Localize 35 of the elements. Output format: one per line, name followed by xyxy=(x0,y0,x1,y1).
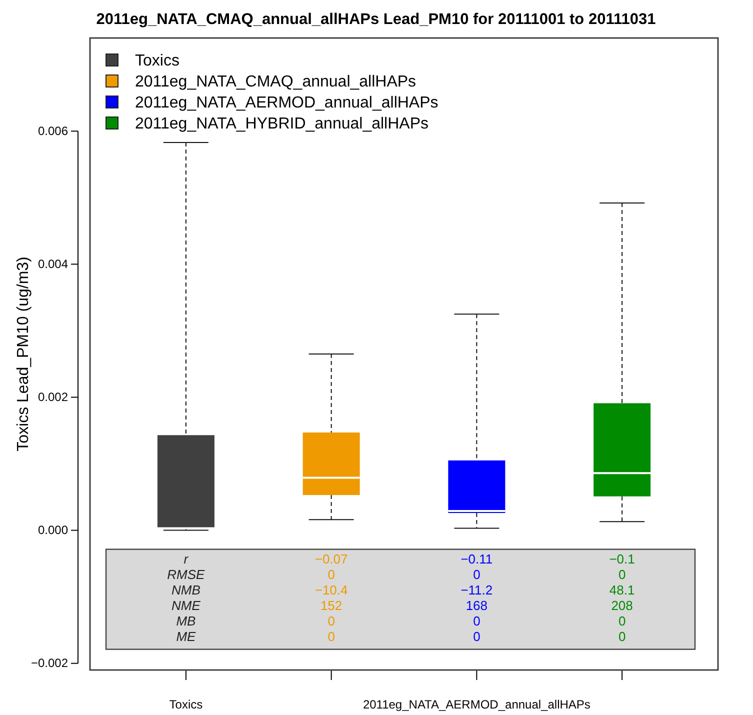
annotation: MB xyxy=(176,613,196,628)
annotation: −0.07 xyxy=(314,551,348,566)
legend-label: 2011eg_NATA_AERMOD_annual_allHAPs xyxy=(135,94,438,112)
annotation: 0 xyxy=(328,613,335,628)
annotation: ME xyxy=(176,628,196,644)
annotation: −0.11 xyxy=(460,551,493,566)
y-tick-label: 0.006 xyxy=(38,124,68,138)
annotation: 0 xyxy=(618,628,626,644)
legend-label: 2011eg_NATA_HYBRID_annual_allHAPs xyxy=(135,116,428,132)
y-tick-label: 0.004 xyxy=(38,257,68,272)
annotation: 0 xyxy=(473,613,480,628)
annotation: 168 xyxy=(466,598,488,613)
y-tick-label: 0.002 xyxy=(38,390,68,404)
annotation: 48.1 xyxy=(609,582,635,598)
y-axis-title: Toxics Lead_PM10 (ug/m3) xyxy=(15,256,32,452)
annotation: NME xyxy=(172,598,201,613)
legend-label: Toxics xyxy=(135,52,180,70)
annotation: 0 xyxy=(618,566,626,582)
annotation: 0 xyxy=(328,628,335,644)
annotation: 152 xyxy=(320,598,342,613)
legend-label: 2011eg_NATA_CMAQ_annual_allHAPs xyxy=(135,74,416,90)
annotation: 208 xyxy=(611,598,633,613)
y-tick-label: −0.002 xyxy=(30,656,68,670)
annotation: −11.2 xyxy=(460,582,493,598)
annotation: −0.1 xyxy=(609,551,635,566)
annotation: 0 xyxy=(473,566,480,582)
y-tick-label: 0.000 xyxy=(38,523,68,538)
annotation: NMB xyxy=(172,582,201,598)
annotation: 0 xyxy=(328,566,335,582)
annotation: −10.4 xyxy=(314,582,348,598)
annotation: 0 xyxy=(618,613,626,628)
annotation: r xyxy=(184,551,189,566)
chart-title: 2011eg_NATA_CMAQ_annual_allHAPs Lead_PM10 for 20111001 to 20111031 xyxy=(96,11,656,28)
annotation: RMSE xyxy=(167,566,206,582)
annotation: 0 xyxy=(473,628,480,644)
